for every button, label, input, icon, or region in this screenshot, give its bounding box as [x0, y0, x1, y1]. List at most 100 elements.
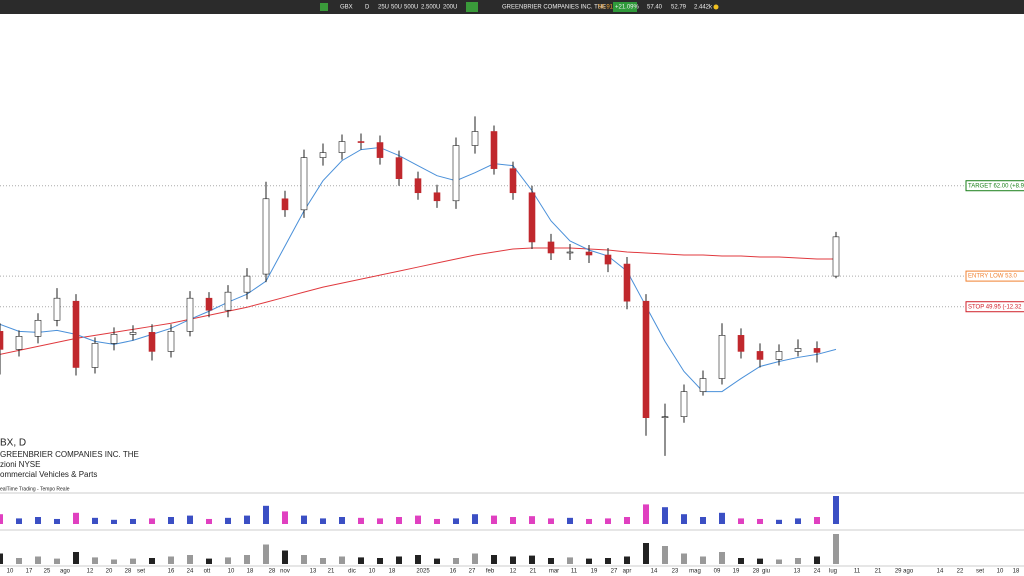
volume-bar — [624, 517, 630, 524]
x-tick-label: 21 — [530, 569, 537, 575]
volume-bar — [662, 546, 668, 564]
day-volume: 2.442k — [694, 5, 713, 11]
info-line: GREENBRIER COMPANIES INC. THE — [0, 450, 139, 459]
x-tick-label: 10 — [369, 569, 376, 575]
size-button[interactable]: 200U — [443, 5, 457, 11]
volume-bar — [149, 518, 155, 524]
candle-body — [642, 300, 650, 418]
volume-bar — [320, 558, 326, 564]
candle-body — [129, 332, 137, 335]
x-tick-label: 10 — [228, 569, 235, 575]
x-tick-label: 13 — [794, 569, 801, 575]
candle-body — [72, 300, 80, 368]
volume-bar — [529, 555, 535, 564]
volume-bar — [605, 518, 611, 524]
x-tick-label: 20 — [106, 569, 113, 575]
volume-bar — [814, 517, 820, 524]
moving-average — [0, 247, 836, 355]
x-tick-label: 28 — [125, 569, 132, 575]
candle-body — [300, 157, 308, 211]
volume-bar — [757, 518, 763, 524]
volume-bar — [358, 557, 364, 564]
level-box — [965, 180, 1024, 192]
size-button[interactable]: 50U — [391, 5, 402, 11]
candle-body — [414, 178, 422, 194]
x-tick-label: 25 — [44, 569, 51, 575]
volume-bar — [16, 518, 22, 524]
candle-body — [699, 378, 707, 392]
x-tick-label: 18 — [247, 569, 254, 575]
change: +21.09% — [615, 5, 640, 11]
candle-body — [623, 263, 631, 302]
level-box — [965, 301, 1024, 313]
volume-bar — [358, 517, 364, 524]
volume-bar — [738, 558, 744, 564]
x-tick-label: dic — [348, 569, 356, 575]
x-tick-label: 24 — [814, 569, 821, 575]
x-tick-label: set — [976, 569, 984, 575]
volume-bar — [16, 558, 22, 564]
volume-bar — [0, 553, 3, 564]
volume-bar — [415, 515, 421, 524]
x-tick-label: feb — [486, 569, 495, 575]
x-tick-label: 19 — [591, 569, 598, 575]
volume-bar — [567, 557, 573, 564]
x-tick-label: 18 — [389, 569, 396, 575]
candle-body — [376, 142, 384, 158]
volume-bar — [453, 558, 459, 564]
volume-bar — [301, 555, 307, 564]
volume-bar — [282, 511, 288, 524]
volume-bar — [54, 518, 60, 524]
x-tick-label: 27 — [611, 569, 618, 575]
info-title: BX, D — [0, 438, 26, 449]
candle-body — [262, 198, 270, 275]
candle-body — [509, 168, 517, 194]
volume-bar — [339, 517, 345, 524]
status-dot — [713, 4, 719, 10]
volume-bar — [567, 517, 573, 524]
candle-body — [15, 336, 23, 350]
candle-body — [110, 334, 118, 344]
candle-body — [756, 351, 764, 360]
volume-bar — [320, 518, 326, 524]
symbol[interactable]: GBX — [340, 5, 353, 11]
candle-body — [433, 192, 441, 202]
candle-body — [357, 141, 365, 143]
size-button[interactable]: 2.500U — [421, 5, 440, 11]
x-tick-label: 11 — [571, 569, 578, 575]
x-tick-label: 18 — [1013, 569, 1020, 575]
candle-body — [528, 192, 536, 243]
size-button[interactable]: 25U — [378, 5, 389, 11]
volume-bar — [757, 558, 763, 564]
status-icon[interactable] — [466, 2, 478, 12]
candle-body — [34, 319, 42, 337]
candle-body — [452, 145, 460, 202]
volume-bar — [814, 556, 820, 564]
chart-icon[interactable] — [320, 3, 328, 11]
candle-body — [490, 131, 498, 169]
volume-bar — [434, 518, 440, 524]
volume-bar — [206, 558, 212, 564]
x-tick-label: 28 — [753, 569, 760, 575]
x-tick-label: 09 — [714, 569, 721, 575]
day-low: 52.79 — [671, 5, 687, 11]
candle-body — [566, 251, 574, 254]
last-price: 56.91 — [598, 5, 614, 11]
volume-bar — [377, 558, 383, 564]
candle-body — [471, 131, 479, 146]
x-tick-label: 12 — [87, 569, 94, 575]
volume-bar — [396, 517, 402, 524]
volume-bar — [662, 507, 668, 524]
volume-bar — [263, 505, 269, 524]
candle-body — [794, 348, 802, 352]
volume-bar — [244, 555, 250, 564]
instrument-name: GREENBRIER COMPANIES INC. THE — [502, 5, 606, 11]
toolbar-items: GBX D 25U 50U 500U 2.500U 200U GREENBRIE… — [320, 2, 719, 12]
timeframe[interactable]: D — [365, 5, 370, 11]
size-button[interactable]: 500U — [404, 5, 418, 11]
volume-bar — [35, 517, 41, 524]
candle-body — [0, 331, 4, 350]
volume-bar — [643, 543, 649, 564]
candle-body — [319, 152, 327, 158]
volume-bar — [130, 518, 136, 524]
